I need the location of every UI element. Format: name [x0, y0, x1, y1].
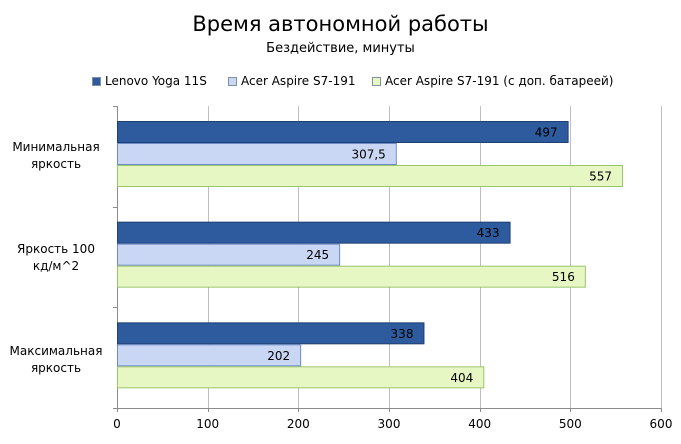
category-label-100-brightness: Яркость 100 кд/м^2 [0, 241, 112, 275]
legend: Lenovo Yoga 11S Acer Aspire S7-191 Acer … [0, 74, 681, 90]
bar [117, 265, 586, 288]
bar-value-label: 557 [589, 170, 612, 184]
category-label-line: кд/м^2 [32, 259, 80, 273]
x-tick-label: 100 [196, 417, 219, 431]
x-tick-label: 200 [287, 417, 310, 431]
category-label-line: Яркость 100 [17, 242, 95, 256]
bar-value-label: 433 [477, 226, 500, 240]
bar-value-label: 516 [552, 270, 575, 284]
bar [117, 344, 302, 367]
legend-swatch-lenovo [92, 76, 101, 86]
legend-item-acer-battery: Acer Aspire S7-191 (с доп. батареей) [372, 74, 613, 88]
bar [117, 366, 485, 389]
bar-value-label: 245 [306, 248, 329, 262]
legend-swatch-acer-battery [372, 76, 381, 86]
legend-item-acer: Acer Aspire S7-191 [228, 74, 356, 88]
category-label-min-brightness: Минимальная яркость [0, 139, 112, 173]
category-label-max-brightness: Максимальная яркость [0, 343, 112, 377]
x-tick-label: 400 [468, 417, 491, 431]
bar-value-label: 202 [267, 349, 290, 363]
category-label-line: яркость [30, 361, 82, 375]
bar-value-label: 404 [450, 371, 473, 385]
x-tick-label: 600 [650, 417, 673, 431]
chart-title: Время автономной работы [192, 12, 489, 36]
bar [117, 322, 425, 345]
bar [117, 143, 397, 165]
x-tick-label: 0 [113, 417, 121, 431]
legend-label-lenovo: Lenovo Yoga 11S [105, 74, 207, 88]
chart-subtitle: Бездействие, минуты [266, 41, 415, 56]
bar [117, 243, 341, 266]
legend-label-acer: Acer Aspire S7-191 [241, 74, 356, 88]
bar [117, 121, 569, 143]
bar [117, 221, 511, 244]
bar-value-label: 338 [391, 327, 414, 341]
legend-item-lenovo: Lenovo Yoga 11S [92, 74, 207, 88]
category-label-line: Минимальная [12, 140, 100, 154]
legend-label-acer-battery: Acer Aspire S7-191 (с доп. батареей) [385, 74, 614, 88]
bar [117, 165, 624, 187]
legend-swatch-acer [228, 76, 237, 86]
category-label-line: Максимальная [9, 344, 103, 358]
category-label-line: яркость [30, 157, 82, 171]
bar-value-label: 497 [535, 126, 558, 140]
bar-value-label: 307,5 [351, 148, 385, 162]
x-tick-label: 300 [378, 417, 401, 431]
x-tick-label: 500 [559, 417, 582, 431]
